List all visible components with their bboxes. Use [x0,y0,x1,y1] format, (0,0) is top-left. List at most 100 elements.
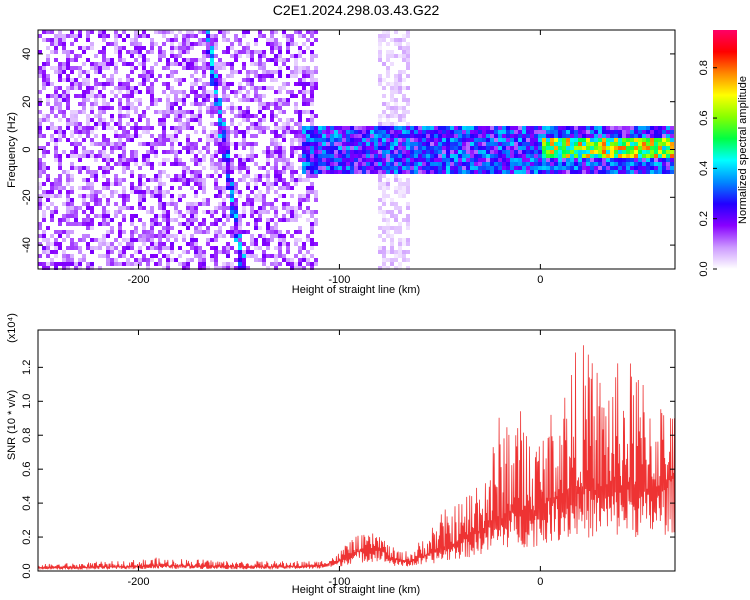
heatmap-cell [506,130,510,134]
heatmap-cell [378,82,382,86]
heatmap-cell [126,82,130,86]
heatmap-cell [278,46,282,50]
heatmap-cell [38,182,42,186]
heatmap-cell [62,262,66,266]
heatmap-cell [378,130,382,134]
heatmap-cell [378,182,382,186]
heatmap-cell [550,158,554,162]
heatmap-cell [242,62,246,66]
heatmap-cell [246,198,250,202]
heatmap-cell [54,250,58,254]
heatmap-cell [542,154,546,158]
heatmap-cell [382,186,386,190]
heatmap-cell [70,50,74,54]
heatmap-cell [518,162,522,166]
heatmap-cell [318,130,322,134]
heatmap-cell [262,118,266,122]
heatmap-cell [386,154,390,158]
heatmap-cell [302,242,306,246]
heatmap-cell [294,94,298,98]
heatmap-cell [254,242,258,246]
heatmap-cell [186,62,190,66]
heatmap-cell [338,166,342,170]
heatmap-cell [422,170,426,174]
heatmap-cell [574,154,578,158]
heatmap-cell [570,134,574,138]
heatmap-cell [262,262,266,266]
heatmap-cell [290,210,294,214]
heatmap-cell [74,118,78,122]
heatmap-cell [462,138,466,142]
heatmap-cell [406,226,410,230]
heatmap-cell [346,150,350,154]
heatmap-cell [98,122,102,126]
heatmap-cell [390,94,394,98]
heatmap-cell [158,206,162,210]
heatmap-cell [266,182,270,186]
heatmap-cell [234,90,238,94]
heatmap-cell [378,158,382,162]
heatmap-cell [178,98,182,102]
heatmap-cell [382,142,386,146]
heatmap-cell [118,210,122,214]
heatmap-cell [366,170,370,174]
heatmap-cell [138,246,142,250]
heatmap-cell [554,158,558,162]
heatmap-cell [306,258,310,262]
heatmap-cell [90,222,94,226]
heatmap-cell [206,106,210,110]
heatmap-cell [474,150,478,154]
heatmap-cell [590,126,594,130]
heatmap-cell [158,174,162,178]
heatmap-cell [306,190,310,194]
heatmap-cell [666,162,670,166]
heatmap-cell [546,134,550,138]
heatmap-cell [294,62,298,66]
heatmap-cell [302,198,306,202]
heatmap-cell [42,66,46,70]
heatmap-cell [642,150,646,154]
heatmap-cell [390,130,394,134]
heatmap-cell [382,86,386,90]
heatmap-cell [514,138,518,142]
heatmap-cell [590,150,594,154]
heatmap-cell [130,86,134,90]
heatmap-cell [482,142,486,146]
heatmap-cell [578,138,582,142]
heatmap-cell [298,122,302,126]
heatmap-cell [46,238,50,242]
heatmap-cell [310,30,314,34]
heatmap-cell [406,222,410,226]
heatmap-cell [226,46,230,50]
heatmap-cell [390,202,394,206]
heatmap-cell [302,194,306,198]
heatmap-cell [254,194,258,198]
heatmap-cell [174,138,178,142]
heatmap-cell [566,162,570,166]
heatmap-cell [42,246,46,250]
heatmap-cell [290,94,294,98]
heatmap-cell [302,42,306,46]
heatmap-cell [310,262,314,266]
heatmap-cell [238,142,242,146]
heatmap-cell [662,150,666,154]
heatmap-cell [222,66,226,70]
heatmap-cell [162,170,166,174]
heatmap-cell [98,154,102,158]
heatmap-cell [74,94,78,98]
heatmap-cell [586,126,590,130]
heatmap-cell [262,174,266,178]
heatmap-cell [318,154,322,158]
heatmap-cell [190,142,194,146]
heatmap-cell [442,170,446,174]
heatmap-cell [450,134,454,138]
heatmap-cell [174,150,178,154]
heatmap-cell [210,110,214,114]
heatmap-cell [46,150,50,154]
heatmap-cell [462,154,466,158]
heatmap-cell [462,162,466,166]
heatmap-cell [298,206,302,210]
heatmap-cell [258,246,262,250]
heatmap-cell [294,150,298,154]
heatmap-cell [166,218,170,222]
